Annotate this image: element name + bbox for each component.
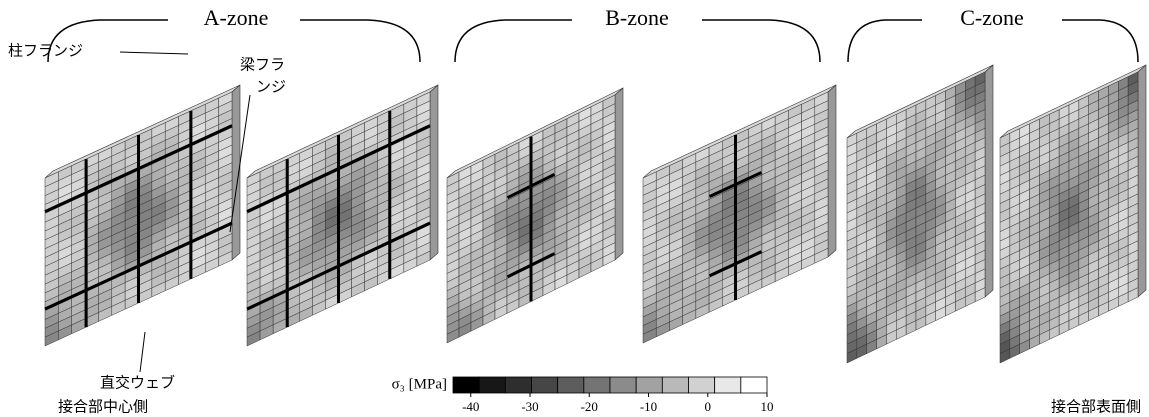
panel <box>246 84 439 347</box>
panel <box>846 64 994 364</box>
flange-line <box>44 124 233 213</box>
colorbar-swatch <box>740 376 768 394</box>
annotation: ンジ <box>256 79 286 95</box>
colorbar-swatch <box>531 376 559 394</box>
colorbar-tick-label: -40 <box>462 399 479 414</box>
panel-side <box>827 84 837 258</box>
flange-line <box>708 171 763 198</box>
colorbar-tick-label: 0 <box>705 399 712 414</box>
colorbar-swatch <box>714 376 742 394</box>
zone-label: A-zone <box>204 5 269 30</box>
mesh-cell <box>416 250 431 267</box>
zone-label: C-zone <box>960 5 1024 30</box>
leader-lines <box>119 51 251 373</box>
colorbar: -40 -30 -20 -10 0 10 <box>452 376 774 414</box>
panels <box>44 64 1147 364</box>
colorbar-tick-label: -30 <box>521 399 538 414</box>
flange-line <box>246 221 431 311</box>
colorbar-tick-label: 10 <box>761 399 774 414</box>
colorbar-swatch <box>557 376 585 394</box>
flange-line <box>44 221 233 311</box>
colorbar-swatch <box>478 376 506 394</box>
flange-line <box>246 124 431 213</box>
mesh-cell <box>602 250 616 267</box>
bottom-label: 接合部表面側 <box>1051 398 1141 415</box>
flange-line <box>506 252 556 279</box>
zone-brackets <box>47 19 1139 63</box>
colorbar-swatch <box>635 376 663 394</box>
colorbar-swatch <box>583 376 611 394</box>
colorbar-swatch <box>504 376 532 394</box>
mesh-cell <box>814 247 829 264</box>
bottom-label: 接合部中心側 <box>58 398 148 415</box>
mesh-cell <box>1127 287 1139 303</box>
panel <box>642 84 837 344</box>
colorbar-label: σ₃ [MPa] <box>392 376 447 392</box>
annotation: 直交ウェブ <box>100 373 175 391</box>
flange-line <box>506 173 556 199</box>
flange-line <box>708 250 763 278</box>
colorbar-tick-label: -20 <box>581 399 598 414</box>
colorbar-swatch <box>661 376 689 394</box>
annotation: 梁フラ <box>240 56 285 73</box>
panel-side <box>1137 64 1147 298</box>
panel <box>999 64 1147 364</box>
panel-side <box>984 64 994 298</box>
panel-side <box>614 87 624 261</box>
zone-label: B-zone <box>605 5 669 30</box>
panel <box>446 87 624 344</box>
mesh-cell <box>218 250 233 267</box>
colorbar-tick-label: -10 <box>640 399 657 414</box>
colorbar-swatch <box>452 376 480 394</box>
annotation: 柱フランジ <box>8 42 83 59</box>
colorbar-swatch <box>609 376 637 394</box>
colorbar-swatch <box>688 376 716 394</box>
mesh-cell <box>974 287 986 303</box>
panel-side <box>429 84 439 261</box>
panel <box>44 84 241 347</box>
